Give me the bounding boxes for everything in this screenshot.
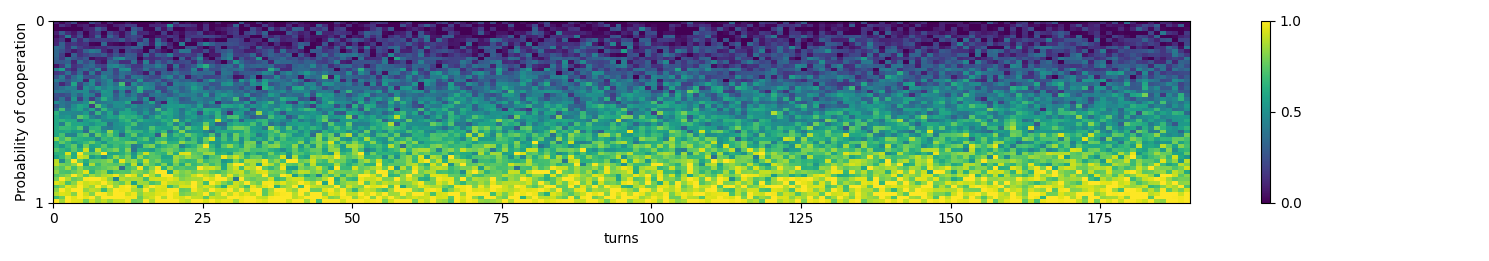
Y-axis label: Probability of cooperation: Probability of cooperation (15, 22, 28, 201)
X-axis label: turns: turns (603, 232, 639, 246)
